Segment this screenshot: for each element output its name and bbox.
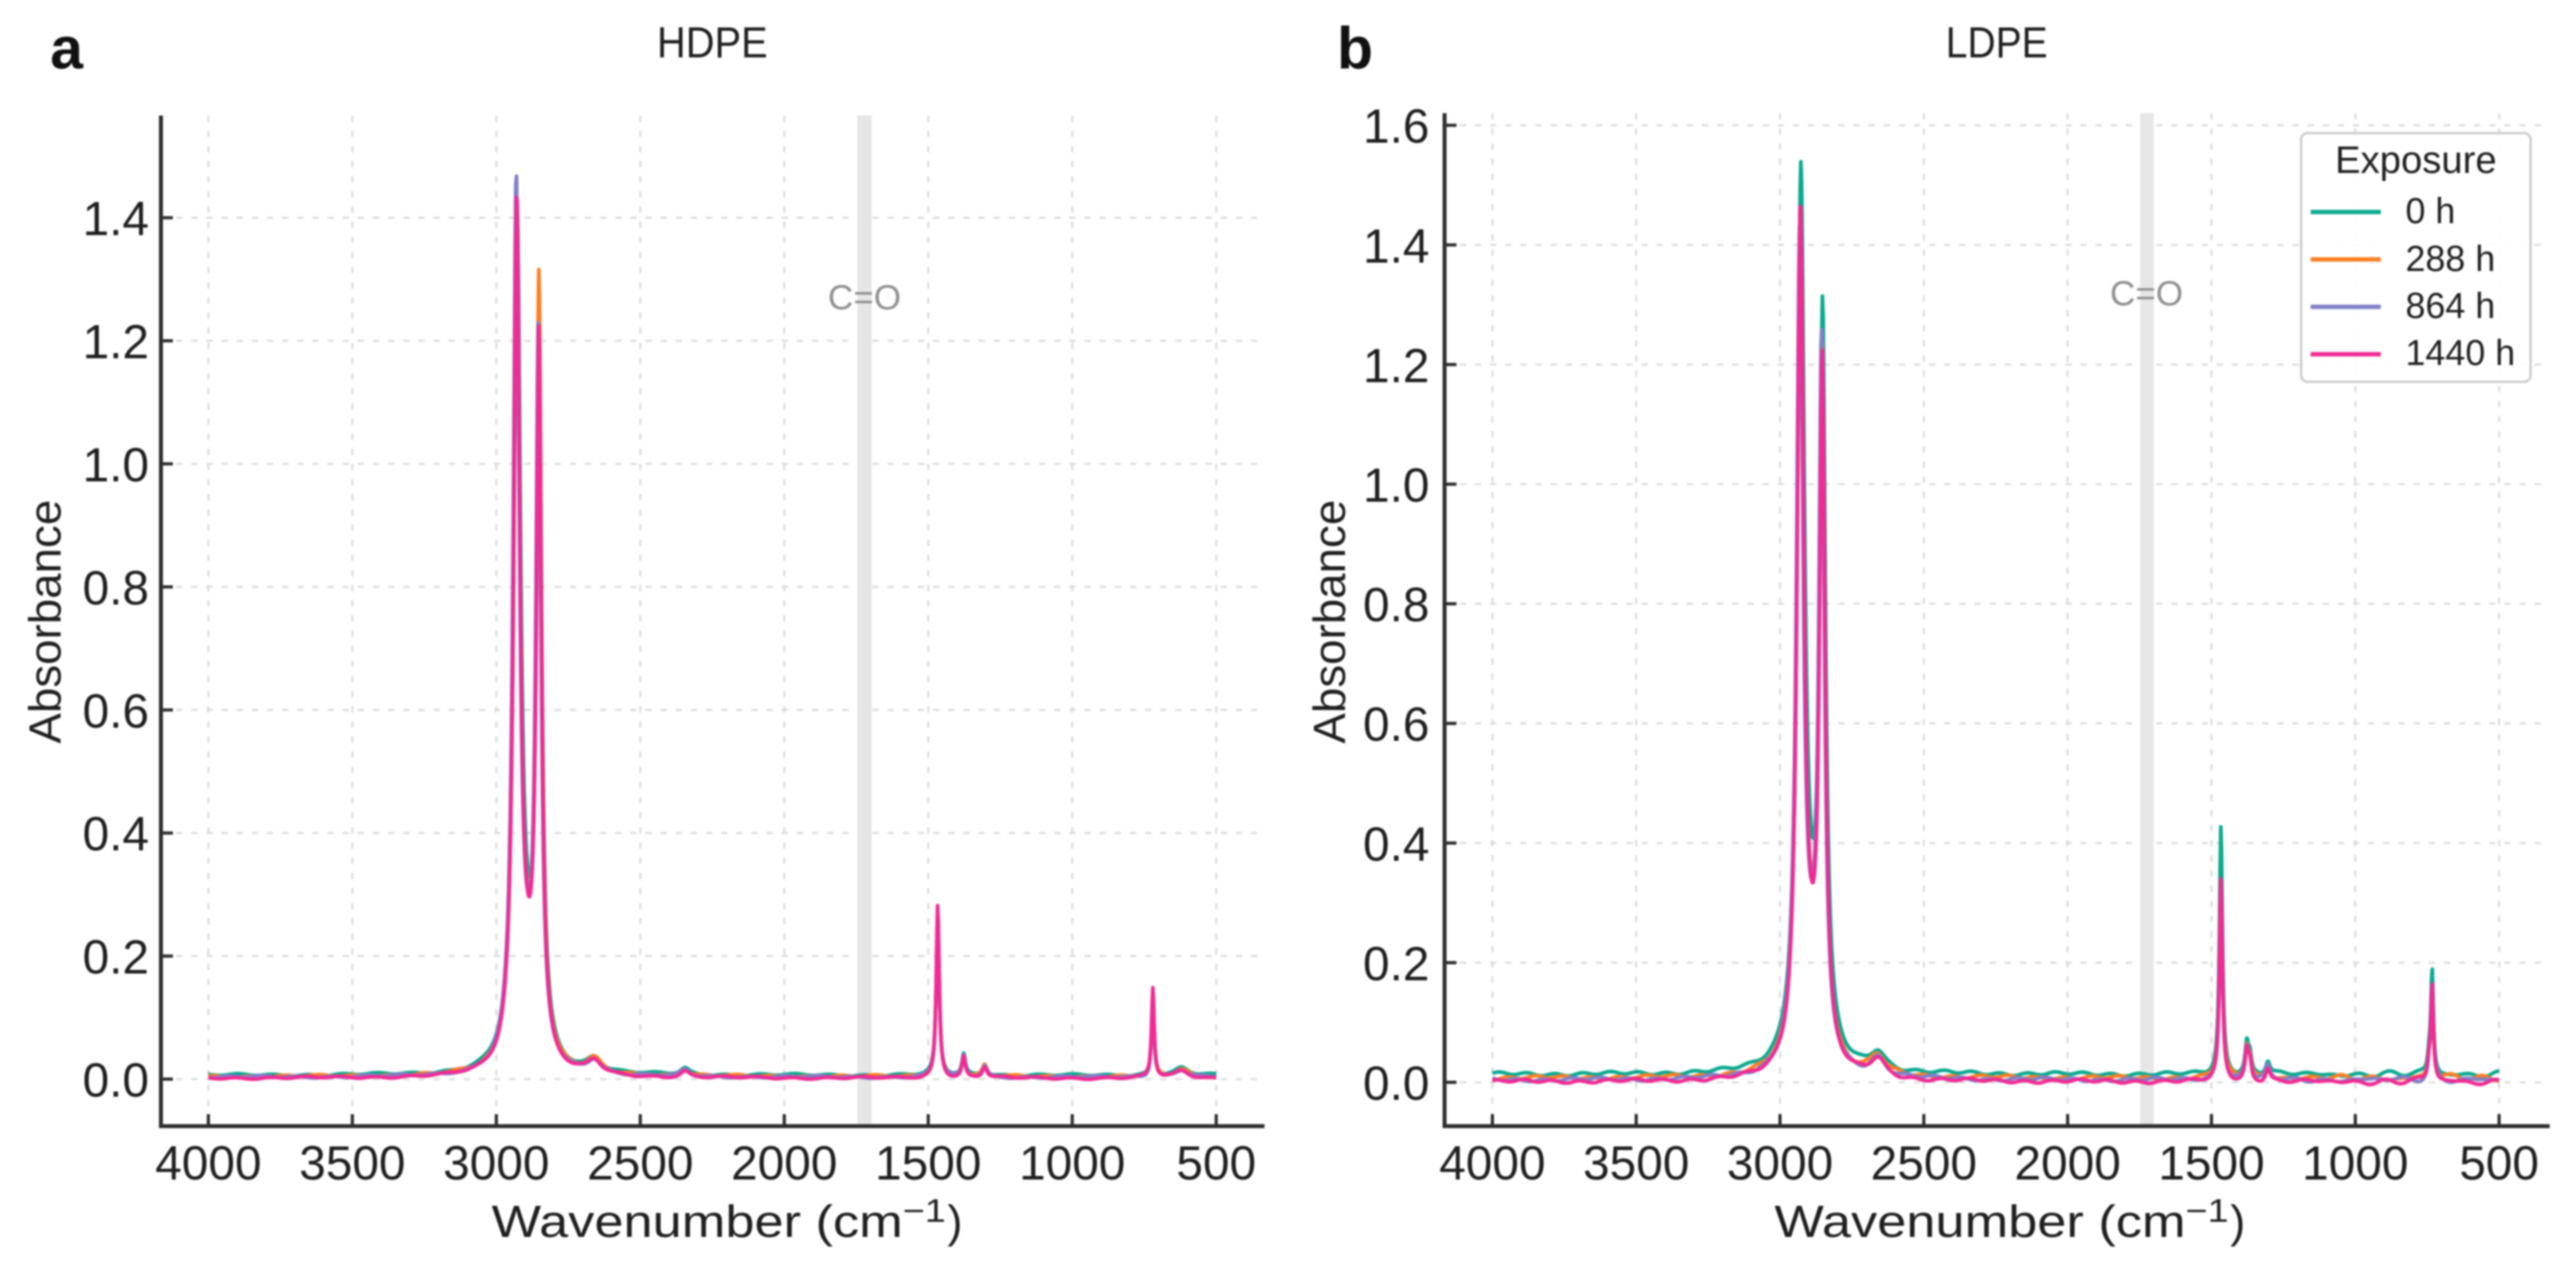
svg-text:0.6: 0.6 [1363, 698, 1429, 752]
svg-text:1.0: 1.0 [1363, 459, 1429, 512]
svg-text:): ) [947, 1196, 963, 1247]
svg-text:Absorbance: Absorbance [1304, 500, 1355, 744]
svg-text:−1: −1 [903, 1192, 946, 1229]
svg-text:3500: 3500 [299, 1136, 405, 1190]
svg-text:−1: −1 [2186, 1192, 2229, 1229]
svg-text:HDPE: HDPE [657, 18, 768, 67]
svg-text:2500: 2500 [587, 1136, 693, 1190]
svg-text:1000: 1000 [1019, 1136, 1125, 1190]
svg-text:1000: 1000 [2302, 1136, 2408, 1190]
svg-text:0.8: 0.8 [1363, 579, 1429, 632]
svg-text:C=O: C=O [2110, 274, 2183, 313]
svg-text:0.2: 0.2 [1363, 937, 1429, 991]
svg-text:1.4: 1.4 [83, 192, 149, 245]
svg-text:1.6: 1.6 [1363, 100, 1429, 153]
svg-text:3500: 3500 [1583, 1136, 1689, 1190]
svg-text:1500: 1500 [2158, 1136, 2264, 1190]
svg-text:b: b [1337, 15, 1373, 81]
svg-text:500: 500 [1176, 1136, 1256, 1190]
svg-text:0.4: 0.4 [1363, 818, 1429, 871]
svg-text:Exposure: Exposure [2335, 139, 2497, 182]
svg-text:0.2: 0.2 [83, 931, 149, 984]
svg-text:Wavenumber (cm: Wavenumber (cm [1774, 1196, 2186, 1247]
svg-text:2000: 2000 [731, 1136, 837, 1190]
svg-text:3000: 3000 [443, 1136, 549, 1190]
svg-text:288 h: 288 h [2405, 238, 2496, 279]
svg-text:C=O: C=O [828, 278, 901, 317]
svg-text:4000: 4000 [1439, 1136, 1545, 1190]
svg-text:1440 h: 1440 h [2405, 332, 2515, 373]
svg-text:0.4: 0.4 [83, 807, 149, 861]
svg-text:1500: 1500 [875, 1136, 981, 1190]
svg-text:LDPE: LDPE [1946, 18, 2048, 67]
svg-text:500: 500 [2459, 1136, 2539, 1190]
svg-text:): ) [2230, 1196, 2245, 1247]
svg-text:4000: 4000 [155, 1136, 261, 1190]
svg-text:Absorbance: Absorbance [20, 500, 71, 744]
svg-text:0.6: 0.6 [83, 685, 149, 738]
svg-text:Wavenumber (cm: Wavenumber (cm [492, 1196, 903, 1247]
svg-text:2500: 2500 [1871, 1136, 1977, 1190]
svg-text:0.8: 0.8 [83, 561, 149, 614]
svg-text:1.2: 1.2 [1363, 339, 1429, 392]
svg-text:1.0: 1.0 [83, 438, 149, 492]
svg-text:2000: 2000 [2014, 1136, 2120, 1190]
svg-text:0.0: 0.0 [1363, 1057, 1429, 1110]
svg-text:864 h: 864 h [2405, 285, 2496, 326]
svg-text:1.2: 1.2 [83, 316, 149, 369]
svg-text:0 h: 0 h [2405, 190, 2456, 231]
svg-text:1.4: 1.4 [1363, 219, 1429, 273]
svg-text:a: a [50, 15, 84, 81]
svg-text:3000: 3000 [1727, 1136, 1833, 1190]
svg-text:0.0: 0.0 [83, 1054, 149, 1107]
